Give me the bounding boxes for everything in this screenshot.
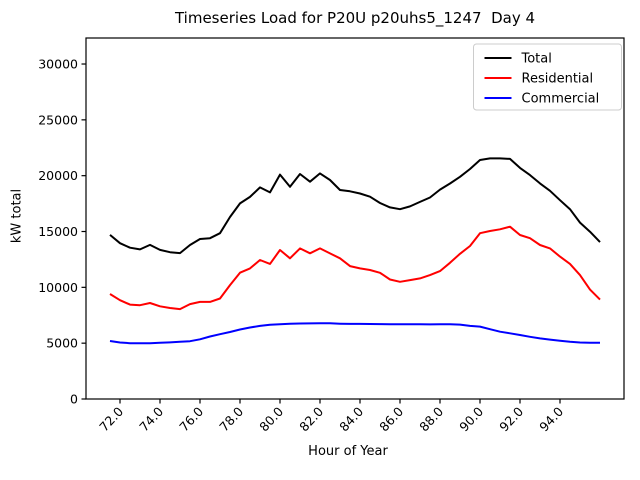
y-tick-label: 15000 <box>38 224 78 239</box>
x-tick-label: 94.0 <box>536 404 566 435</box>
y-axis-label: kW total <box>9 188 25 244</box>
series-commercial-line <box>109 322 600 345</box>
x-tick-label: 90.0 <box>456 404 486 435</box>
x-axis: 72.0 74.0 76.0 78.0 80.0 82.0 84.0 86.0 88.0 90.0… <box>96 399 566 434</box>
x-tick-label: 80.0 <box>256 404 286 435</box>
x-tick-label: 76.0 <box>176 404 206 435</box>
x-axis-label: Hour of Year <box>308 444 388 459</box>
y-tick-label: 20000 <box>38 168 78 183</box>
y-tick-label: 10000 <box>38 280 78 295</box>
x-tick-label: 82.0 <box>296 404 326 435</box>
legend-label-residential: Residential <box>522 72 594 87</box>
series-residential-line <box>109 225 601 311</box>
y-tick-label: 0 <box>70 392 78 407</box>
y-axis: 0 5000 10000 15000 20000 25000 30000 <box>38 57 86 407</box>
x-tick-label: 84.0 <box>336 404 366 435</box>
legend: Total Residential Commercial <box>473 43 622 111</box>
x-tick-label: 74.0 <box>136 404 166 435</box>
series-total-line <box>109 157 601 255</box>
y-tick-label: 5000 <box>46 336 78 351</box>
y-tick-label: 25000 <box>38 112 78 127</box>
x-tick-label: 78.0 <box>216 404 246 435</box>
axes-box <box>85 37 625 400</box>
x-tick-label: 92.0 <box>496 404 526 435</box>
legend-label-commercial: Commercial <box>522 92 600 107</box>
x-tick-label: 88.0 <box>416 404 446 435</box>
y-tick-label: 30000 <box>38 57 78 72</box>
x-tick-label: 86.0 <box>376 404 406 435</box>
legend-label-total: Total <box>521 52 552 67</box>
chart-title: Timeseries Load for P20U p20uhs5_1247 Da… <box>174 9 536 27</box>
x-tick-label: 72.0 <box>96 404 126 435</box>
legend-box <box>473 43 622 111</box>
